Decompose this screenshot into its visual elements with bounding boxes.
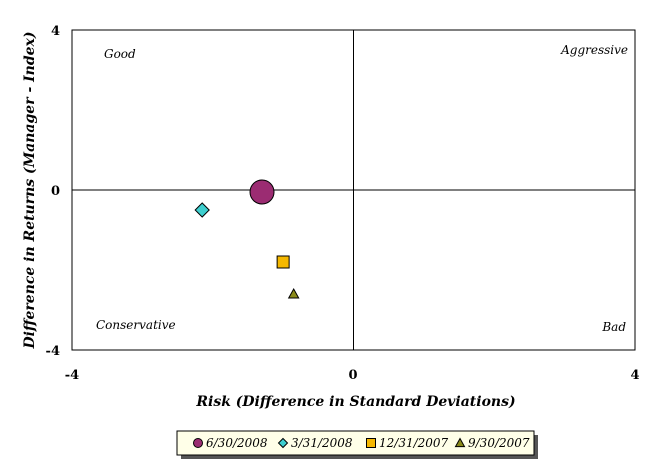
data-point-circle — [249, 179, 275, 205]
x-tick-label: 4 — [630, 368, 639, 383]
x-tick-label: -4 — [65, 368, 79, 383]
quadrant-label-bad: Bad — [601, 320, 626, 334]
y-tick-label: -4 — [46, 344, 60, 359]
data-points — [194, 179, 300, 299]
y-tick-label: 4 — [51, 24, 60, 39]
y-axis-title: Difference in Returns (Manager - Index) — [22, 31, 38, 349]
quadrant-label-conservative: Conservative — [96, 318, 176, 332]
legend-label: 9/30/2007 — [468, 436, 530, 450]
x-tick-label: 0 — [348, 368, 357, 383]
x-axis-title: Risk (Difference in Standard Deviations) — [195, 394, 515, 410]
data-point-diamond — [194, 202, 210, 218]
data-point-square — [276, 255, 290, 269]
y-tick-label: 0 — [51, 184, 60, 199]
legend-marker-diamond — [277, 437, 289, 449]
legend-box — [176, 430, 535, 456]
legend-label: 12/31/2007 — [379, 436, 449, 450]
legend-marker-square — [366, 438, 376, 448]
quadrant-label-aggressive: Aggressive — [560, 43, 628, 57]
legend-label: 3/31/2008 — [291, 436, 353, 450]
legend: 6/30/2008 3/31/2008 12/31/2007 9/30/2007 — [176, 430, 538, 459]
legend-marker-triangle — [454, 437, 466, 448]
data-point-triangle — [287, 287, 300, 299]
quadrant-label-good: Good — [104, 47, 136, 61]
legend-marker-circle — [193, 438, 203, 448]
legend-label: 6/30/2008 — [206, 436, 268, 450]
